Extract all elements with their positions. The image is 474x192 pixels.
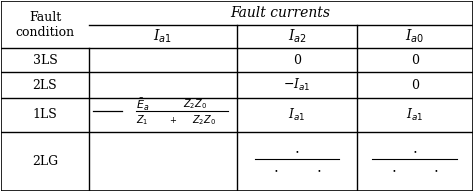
Text: $+$: $+$ <box>169 115 177 125</box>
Text: $\cdot$: $\cdot$ <box>391 162 396 177</box>
Text: 3LS: 3LS <box>33 54 57 67</box>
Text: $\cdot$: $\cdot$ <box>294 143 300 158</box>
Text: 1LS: 1LS <box>33 108 57 121</box>
Text: I$_{a2}$: I$_{a2}$ <box>288 28 307 45</box>
Text: 0: 0 <box>411 79 419 92</box>
Text: 2LS: 2LS <box>33 79 57 92</box>
Text: $Z_2 Z_0$: $Z_2 Z_0$ <box>183 98 207 111</box>
Text: $\cdot$: $\cdot$ <box>273 162 279 177</box>
Text: $Z_1$: $Z_1$ <box>136 113 148 127</box>
Text: I$_{a0}$: I$_{a0}$ <box>405 28 425 45</box>
Text: I$_{a1}$: I$_{a1}$ <box>288 107 306 123</box>
Text: Fault currents: Fault currents <box>230 6 330 20</box>
Text: I$_{a1}$: I$_{a1}$ <box>406 107 424 123</box>
Text: $-$I$_{a1}$: $-$I$_{a1}$ <box>283 77 311 93</box>
Text: $\cdot$: $\cdot$ <box>434 162 439 177</box>
Text: 0: 0 <box>293 54 301 67</box>
Text: $\cdot$: $\cdot$ <box>316 162 321 177</box>
Text: I$_{a1}$: I$_{a1}$ <box>153 28 173 45</box>
Text: $Z_2 Z_0$: $Z_2 Z_0$ <box>192 113 216 127</box>
Text: 0: 0 <box>411 54 419 67</box>
Text: $\cdot$: $\cdot$ <box>412 143 418 158</box>
Text: $\bar{E}_a$: $\bar{E}_a$ <box>136 97 149 113</box>
Text: Fault
condition: Fault condition <box>16 11 74 39</box>
Text: 2LG: 2LG <box>32 155 58 168</box>
